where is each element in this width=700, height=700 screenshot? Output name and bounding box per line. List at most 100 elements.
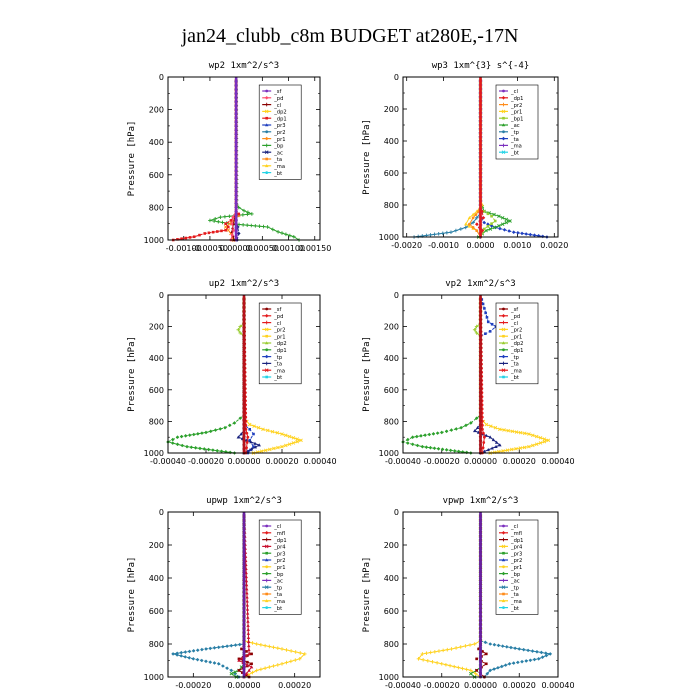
legend-label: _bp (510, 572, 521, 578)
data-point (250, 670, 255, 675)
data-point (486, 225, 490, 228)
legend-marker (264, 578, 269, 583)
data-point (509, 645, 513, 650)
x-tick-label: 0.00020 (503, 681, 536, 690)
data-point (228, 450, 232, 455)
y-tick-label: 200 (384, 541, 399, 550)
chart-title: upwp 1xm^2/s^3 (206, 496, 282, 506)
data-point (212, 219, 216, 223)
legend-marker (264, 368, 269, 373)
legend-label: _cl (273, 103, 281, 109)
legend-label: _tp (273, 355, 283, 361)
chart-panel-4: vp2 1xm^2/s^3 Pressure [hPa] 0 200 400 600 800… (362, 279, 575, 466)
legend-label: _mfl (510, 531, 522, 537)
data-point (212, 661, 217, 665)
x-tick-label: -0.00040 (385, 681, 421, 690)
data-point (218, 215, 223, 219)
series-tp (412, 77, 483, 239)
legend-label: _ma (273, 599, 285, 605)
data-point (254, 668, 259, 673)
x-tick-label: 0.00020 (265, 457, 298, 466)
x-tick-label: 0.00150 (298, 244, 331, 253)
data-point (498, 226, 502, 231)
legend-marker (265, 171, 269, 175)
legend-label: _dp1 (273, 348, 286, 354)
data-point (191, 432, 196, 437)
series-line (480, 294, 497, 337)
data-point (518, 446, 523, 450)
data-point (195, 648, 200, 652)
series-line (401, 295, 481, 454)
data-point (484, 311, 487, 315)
data-point (437, 649, 441, 653)
data-point (183, 655, 188, 659)
data-point (283, 443, 288, 448)
data-point (208, 646, 213, 651)
y-tick-label: 400 (384, 137, 399, 146)
data-point (215, 448, 220, 453)
data-point (291, 436, 296, 440)
legend-marker (501, 102, 506, 107)
x-tick-label: 0.00000 (220, 244, 253, 253)
data-point (483, 307, 486, 310)
plot-frame (402, 76, 559, 238)
data-point (452, 664, 457, 669)
legend-label: _dp1 (510, 96, 523, 102)
data-point (424, 651, 429, 655)
data-point (249, 665, 254, 669)
data-point (176, 238, 179, 241)
legend-marker (501, 123, 506, 127)
data-point (498, 427, 502, 432)
data-point (445, 647, 450, 652)
data-point (540, 234, 545, 239)
data-point (235, 225, 240, 229)
data-point (538, 436, 543, 440)
data-point (472, 327, 477, 332)
data-point (241, 671, 244, 674)
series-line (414, 77, 481, 238)
data-point (494, 440, 499, 444)
data-point (460, 666, 465, 671)
data-point (426, 659, 430, 663)
legend-label: _ta (273, 592, 282, 598)
legend-marker (264, 537, 269, 542)
data-point (527, 432, 531, 436)
legend-label: _dp2 (510, 341, 523, 347)
data-point (289, 659, 293, 664)
legend-marker (265, 599, 269, 603)
data-point (280, 231, 284, 235)
data-point (246, 449, 250, 453)
data-point (247, 652, 251, 656)
data-point (229, 219, 233, 222)
legend-label: _bt (510, 606, 519, 612)
data-point (492, 225, 497, 230)
data-point (460, 450, 465, 454)
data-point (432, 232, 437, 237)
data-point (516, 231, 520, 235)
legend-label: _pr3 (510, 551, 522, 557)
data-point (232, 421, 237, 425)
data-point (261, 427, 265, 432)
legend-marker (265, 592, 268, 596)
legend: _sf_pd_cl_pr2_pr1_dp2_dp1_tp_ta_ma_bt (495, 302, 539, 385)
data-point (481, 302, 485, 306)
data-point (464, 423, 468, 428)
data-point (246, 615, 250, 619)
data-point (253, 441, 257, 445)
data-point (245, 446, 248, 450)
legend-marker (501, 96, 506, 100)
y-axis-label: Pressure [hPa] (127, 557, 137, 633)
data-point (236, 435, 240, 439)
y-tick-label: 800 (149, 203, 164, 212)
legend-marker (501, 578, 506, 583)
data-point (467, 216, 472, 220)
data-point (496, 643, 501, 648)
data-point (284, 648, 289, 652)
data-point (221, 644, 225, 649)
legend-label: _sf (510, 307, 518, 313)
legend-label: _mfl (273, 531, 285, 537)
y-tick-label: 800 (149, 640, 164, 649)
y-axis-label: Pressure [hPa] (362, 557, 372, 633)
data-point (424, 445, 429, 450)
data-point (280, 432, 284, 436)
